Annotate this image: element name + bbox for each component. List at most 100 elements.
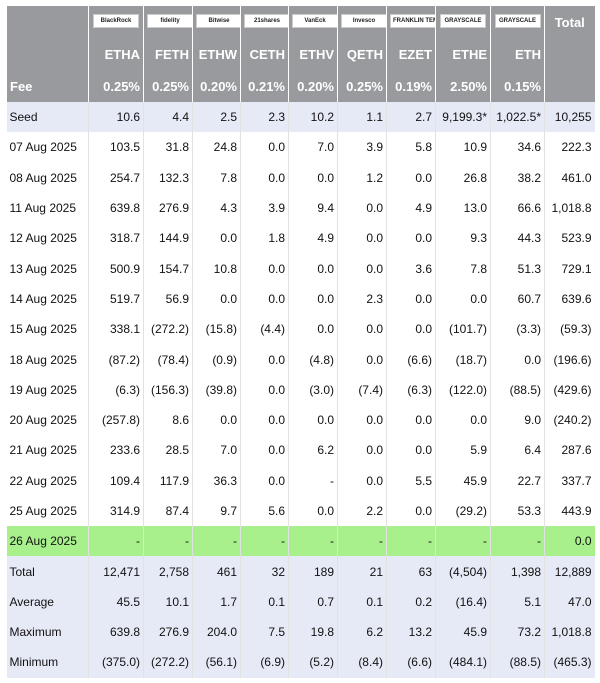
value-cell: 10,255 bbox=[544, 102, 595, 133]
value-cell: - bbox=[240, 526, 289, 557]
value-cell: 4.3 bbox=[192, 192, 241, 224]
table-row: BlackRock fidelity Bitwise 21shares VanEck In… bbox=[6, 6, 595, 38]
value-cell: - bbox=[288, 465, 338, 496]
logo-cell: Invesco bbox=[337, 6, 387, 38]
value-cell: 3.9 bbox=[337, 132, 387, 163]
table-row: 19 Aug 2025 (6.3) (156.3) (39.8) 0.0 (3.0) (7.… bbox=[7, 374, 595, 405]
fund-logo: 21shares bbox=[244, 13, 289, 28]
value-cell: 0.0 bbox=[386, 162, 436, 193]
value-cell: (29.2) bbox=[435, 495, 491, 527]
value-cell: 0.0 bbox=[240, 132, 289, 163]
value-cell: 5.9 bbox=[435, 435, 491, 466]
value-cell: - bbox=[337, 526, 387, 557]
value-cell: 0.0 bbox=[386, 223, 436, 254]
value-cell: 729.1 bbox=[544, 253, 595, 284]
fee-cell: 0.25% bbox=[88, 70, 144, 102]
table-row: 11 Aug 2025 639.8 276.9 4.3 3.9 9.4 0.0 4.9 13.0… bbox=[7, 192, 595, 224]
value-cell: (484.1) bbox=[435, 647, 491, 678]
value-cell: 204.0 bbox=[192, 617, 241, 648]
row-label: 15 Aug 2025 bbox=[9, 322, 77, 337]
table-row: Total 12,471 2,758 461 32 189 21 63 (4,504) 1,398… bbox=[6, 556, 595, 587]
ticker: ETH bbox=[490, 38, 545, 70]
value-cell: 0.0 bbox=[386, 435, 436, 466]
value-cell: - bbox=[88, 526, 144, 557]
value-cell: 0.0 bbox=[240, 162, 289, 193]
table-row: 22 Aug 2025 109.4 117.9 36.3 0.0-0.0 5.5 45.9 2… bbox=[7, 465, 595, 496]
table-row: 13 Aug 2025 500.9 154.7 10.8 0.0 0.0 0.0 3.6 7.8… bbox=[7, 253, 595, 284]
fee-cell: 0.20% bbox=[192, 70, 241, 102]
value-cell: (3.3) bbox=[490, 314, 545, 345]
value-cell: (59.3) bbox=[544, 314, 595, 345]
etf-flow-table: BlackRock fidelity Bitwise 21shares VanEck In… bbox=[6, 6, 595, 678]
table-row: 20 Aug 2025 (257.8) 8.6 0.0 0.0 0.0 0.0 0.0 0.0 9… bbox=[7, 404, 595, 436]
value-cell: 0.0 bbox=[192, 404, 241, 436]
value-cell: 2.3 bbox=[240, 102, 289, 133]
value-cell: 0.0 bbox=[337, 404, 387, 436]
value-cell: 132.3 bbox=[143, 162, 193, 193]
value-cell: 7.8 bbox=[435, 253, 491, 284]
table-row: Minimum (375.0) (272.2) (56.1) (6.9) (5.2) (8.… bbox=[6, 647, 595, 678]
value-cell: 26.8 bbox=[435, 162, 491, 193]
value-cell: 0.0 bbox=[490, 344, 545, 375]
ticker: CETH bbox=[240, 38, 289, 70]
table-row: 08 Aug 2025 254.7 132.3 7.8 0.0 0.0 1.2 0.0 26.8… bbox=[7, 162, 595, 193]
value-cell: 7.5 bbox=[240, 617, 289, 648]
row-label: 12 Aug 2025 bbox=[9, 231, 77, 246]
fee-cell: 0.19% bbox=[386, 70, 436, 102]
row-label: 21 Aug 2025 bbox=[9, 443, 77, 458]
value-cell: - bbox=[435, 526, 491, 557]
value-cell: 0.0 bbox=[288, 162, 338, 193]
value-cell: 9,199.3* bbox=[435, 102, 491, 133]
row-label: 14 Aug 2025 bbox=[9, 291, 77, 306]
table-row: Average 45.5 10.1 1.7 0.1 0.7 0.1 0.2 (16.4) 5.1 4… bbox=[6, 586, 595, 618]
row-label: 13 Aug 2025 bbox=[9, 261, 77, 276]
value-cell: 5.6 bbox=[240, 495, 289, 527]
row-label: 25 Aug 2025 bbox=[9, 504, 77, 518]
value-cell: (3.0) bbox=[288, 374, 338, 405]
logo-cell: Bitwise bbox=[192, 6, 241, 38]
table-row: 15 Aug 2025 338.1 (272.2) (15.8) (4.4) 0.0 0.0… bbox=[7, 314, 595, 345]
value-cell: 519.7 bbox=[88, 283, 144, 315]
value-cell: (8.4) bbox=[337, 647, 387, 678]
corner-cell bbox=[6, 6, 89, 38]
value-cell: 500.9 bbox=[88, 253, 144, 284]
value-cell: - bbox=[490, 526, 545, 557]
value-cell: 0.0 bbox=[288, 314, 338, 345]
value-cell: 32 bbox=[240, 556, 289, 587]
value-cell: 1,398 bbox=[490, 556, 545, 587]
ticker: ETHA bbox=[88, 38, 144, 70]
logo-cell: FRANKLIN TEMPLETON bbox=[386, 6, 436, 38]
value-cell: 1,018.8 bbox=[544, 617, 595, 648]
value-cell: (4.8) bbox=[288, 344, 338, 375]
value-cell: 73.2 bbox=[490, 617, 545, 648]
value-cell: (465.3) bbox=[544, 647, 595, 678]
row-label: Maximum bbox=[6, 617, 89, 648]
value-cell: 4.9 bbox=[386, 192, 436, 224]
value-cell: 7.0 bbox=[192, 435, 241, 466]
value-cell: 9.3 bbox=[435, 223, 491, 254]
value-cell: (88.5) bbox=[490, 374, 545, 405]
table-row: 07 Aug 2025 103.5 31.8 24.8 0.0 7.0 3.9 5.8 10.9… bbox=[7, 132, 595, 163]
value-cell: 461.0 bbox=[544, 162, 595, 193]
value-cell: 45.5 bbox=[88, 586, 144, 618]
row-label: 20 Aug 2025 bbox=[9, 413, 77, 428]
value-cell: 45.9 bbox=[435, 465, 491, 496]
value-cell: (156.3) bbox=[143, 374, 193, 405]
value-cell: - bbox=[192, 526, 241, 557]
table-row: 18 Aug 2025 (87.2) (78.4) (0.9) 0.0 (4.8) 0.0(… bbox=[7, 344, 595, 375]
value-cell: 287.6 bbox=[544, 435, 595, 466]
value-cell: 1.7 bbox=[192, 586, 241, 618]
value-cell: 31.8 bbox=[143, 132, 193, 163]
value-cell: 117.9 bbox=[143, 465, 193, 496]
value-cell: 10.8 bbox=[192, 253, 241, 284]
value-cell: 0.0 bbox=[435, 404, 491, 436]
value-cell: 2,758 bbox=[143, 556, 193, 587]
value-cell: (6.6) bbox=[386, 647, 436, 678]
value-cell: 523.9 bbox=[544, 223, 595, 254]
value-cell: (6.3) bbox=[386, 374, 436, 405]
fee-cell: 0.20% bbox=[288, 70, 338, 102]
value-cell: 1.8 bbox=[240, 223, 289, 254]
value-cell: 2.2 bbox=[337, 495, 387, 527]
value-cell: 66.6 bbox=[490, 192, 545, 224]
value-cell: 154.7 bbox=[143, 253, 193, 284]
